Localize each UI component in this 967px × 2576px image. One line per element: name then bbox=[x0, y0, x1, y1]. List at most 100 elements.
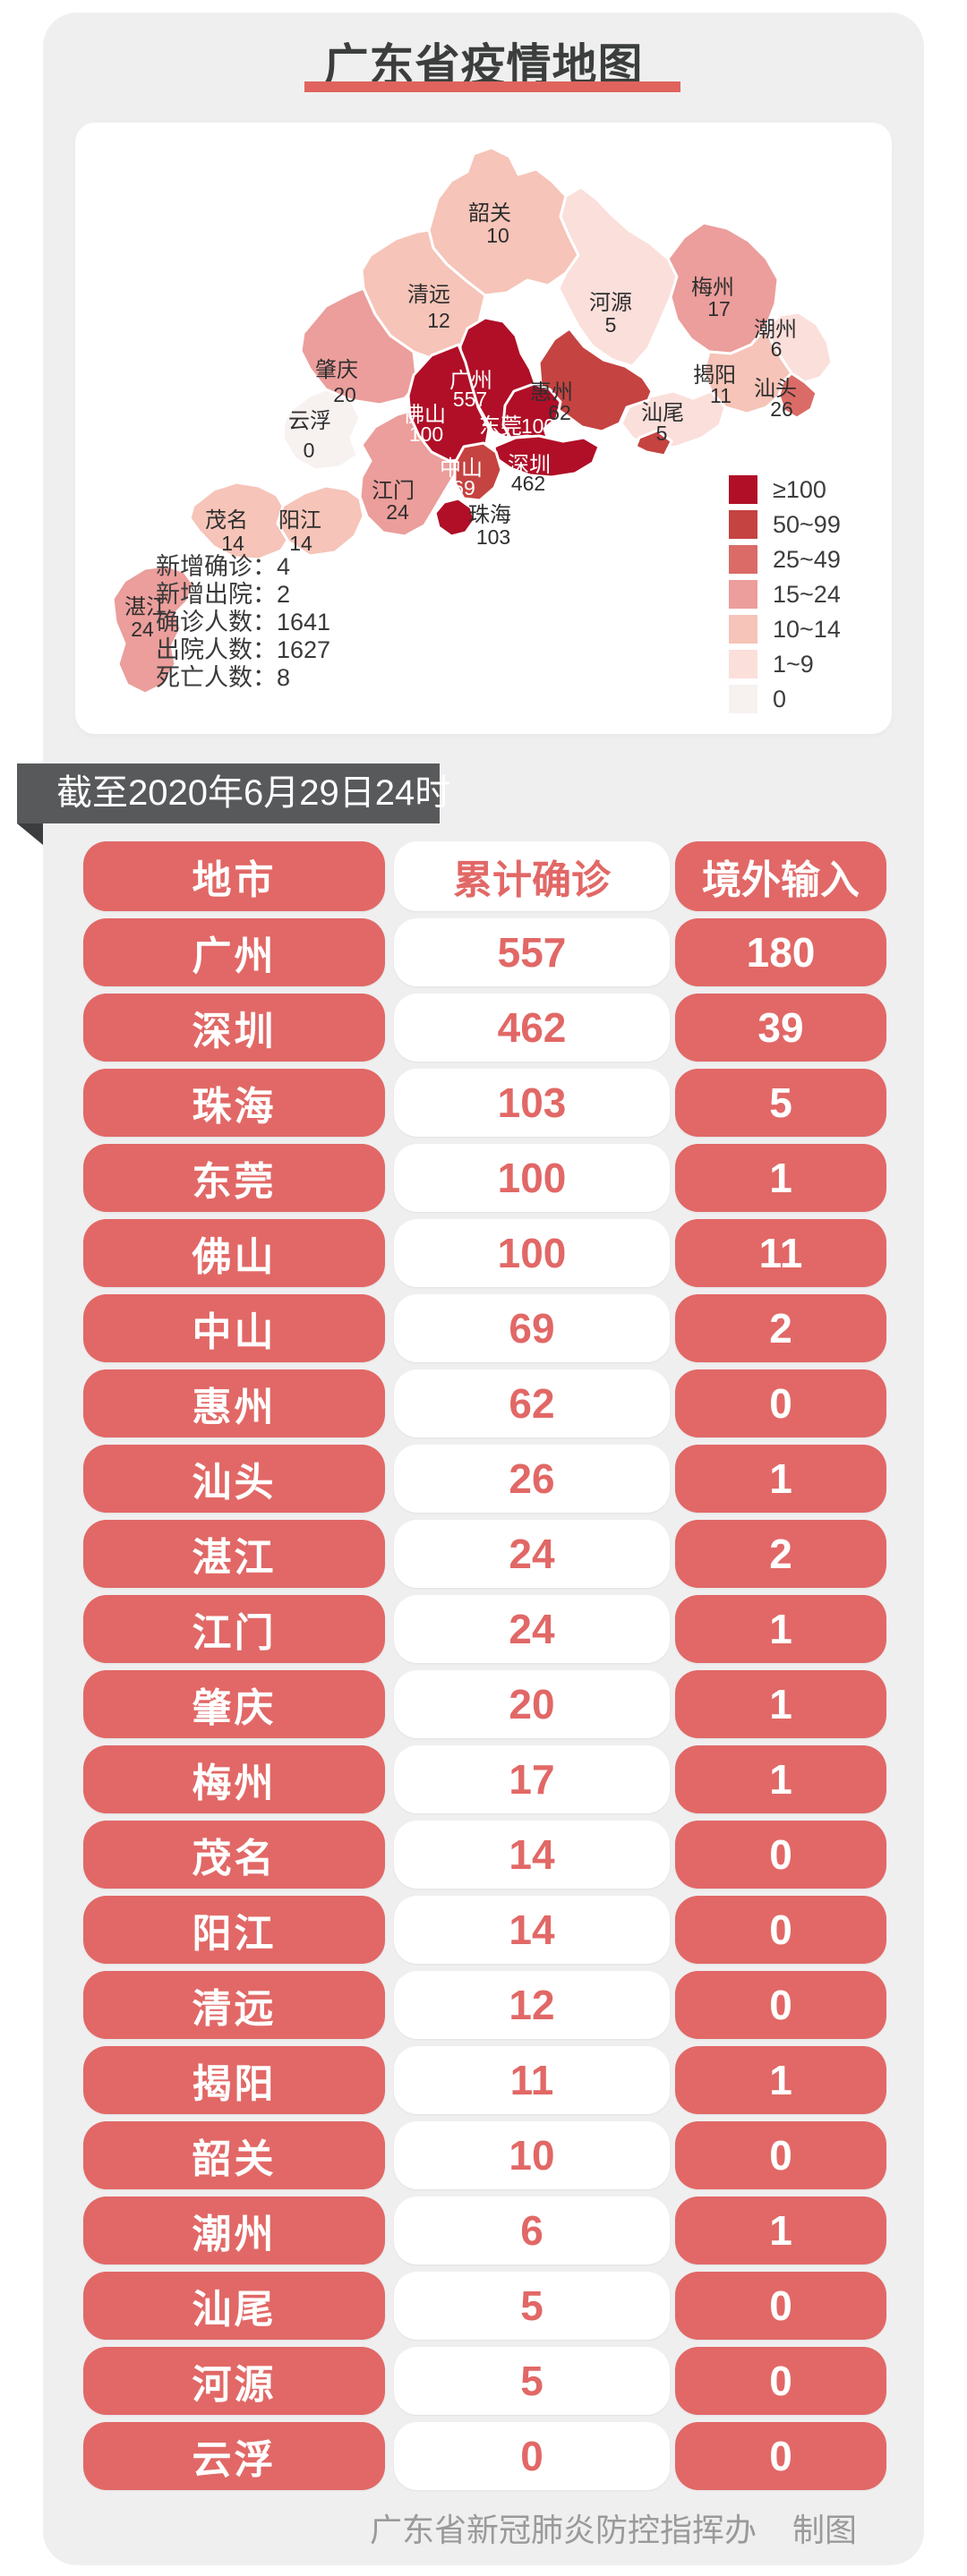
table-cell-confirmed: 69 bbox=[394, 1294, 670, 1362]
title-underline bbox=[304, 81, 680, 92]
map-label-zhaoqing-value: 20 bbox=[333, 383, 356, 406]
legend-label: 50~99 bbox=[773, 510, 841, 538]
table-cell-confirmed: 10 bbox=[394, 2121, 670, 2189]
table-row: 潮州 6 1 bbox=[83, 2196, 886, 2265]
table-cell-city: 河源 bbox=[83, 2347, 385, 2415]
table-row: 揭阳 11 1 bbox=[83, 2046, 886, 2114]
table-cell-confirmed: 24 bbox=[394, 1595, 670, 1663]
map-label-yangjiang-value: 14 bbox=[289, 532, 312, 555]
map-label-zhanjiang-value: 24 bbox=[131, 618, 154, 641]
table-cell-imported: 2 bbox=[675, 1520, 886, 1588]
map-label-dongguan-value: 100 bbox=[521, 414, 555, 438]
map-region-dongguan bbox=[501, 382, 562, 441]
table-row: 清远 12 0 bbox=[83, 1971, 886, 2039]
map-label-jiangmen-value: 24 bbox=[386, 500, 409, 524]
map-region-huizhou bbox=[537, 327, 654, 433]
legend-label: 25~49 bbox=[773, 545, 841, 573]
table-cell-imported: 0 bbox=[675, 2121, 886, 2189]
table-cell-confirmed: 5 bbox=[394, 2347, 670, 2415]
map-legend: ≥100 50~99 25~49 15~24 10~14 1~9 0 bbox=[729, 475, 841, 720]
legend-label: ≥100 bbox=[773, 475, 826, 503]
table-row: 汕尾 5 0 bbox=[83, 2272, 886, 2340]
summary-stats: 新增确诊：4 新增出院：2 确诊人数：1641 出院人数：1627 死亡人数：8 bbox=[156, 553, 330, 692]
table-cell-city: 梅州 bbox=[83, 1745, 385, 1813]
table-cell-city: 中山 bbox=[83, 1294, 385, 1362]
table-cell-confirmed: 11 bbox=[394, 2046, 670, 2114]
map-labels: 广州 557 深圳 462 珠海 103 东莞 100 佛山 100 中山 69… bbox=[124, 201, 797, 641]
map-region-zhanjiang bbox=[111, 564, 195, 695]
stat-line: 新增出院：2 bbox=[156, 581, 330, 609]
stat-value: 1641 bbox=[277, 609, 331, 635]
table-row: 佛山 100 11 bbox=[83, 1219, 886, 1287]
legend-label: 10~14 bbox=[773, 615, 841, 643]
table-row: 中山 69 2 bbox=[83, 1294, 886, 1362]
stat-line: 出院人数：1627 bbox=[156, 636, 330, 664]
map-label-meizhou-value: 17 bbox=[707, 297, 731, 320]
map-card: 广州 557 深圳 462 珠海 103 东莞 100 佛山 100 中山 69… bbox=[75, 123, 892, 734]
stat-label: 新增出院： bbox=[156, 581, 277, 608]
map-region-yangjiang bbox=[276, 484, 365, 558]
table-row: 东莞 100 1 bbox=[83, 1144, 886, 1212]
table-cell-imported: 0 bbox=[675, 1369, 886, 1437]
table-cell-imported: 0 bbox=[675, 2347, 886, 2415]
table-cell-confirmed: 462 bbox=[394, 994, 670, 1062]
stat-label: 确诊人数： bbox=[156, 609, 277, 635]
table-row: 深圳 462 39 bbox=[83, 994, 886, 1062]
table-cell-confirmed: 14 bbox=[394, 1821, 670, 1889]
table-cell-city: 汕头 bbox=[83, 1445, 385, 1513]
map-label-guangzhou-value: 557 bbox=[453, 388, 487, 411]
table-header-imported: 境外输入 bbox=[675, 841, 886, 911]
map-label-huizhou-name: 惠州 bbox=[530, 380, 573, 405]
credit-organization: 广东省新冠肺炎防控指挥办 bbox=[369, 2512, 757, 2548]
table-cell-confirmed: 26 bbox=[394, 1445, 670, 1513]
map-region-shantou bbox=[777, 371, 818, 420]
map-label-shantou-name: 汕头 bbox=[754, 377, 797, 401]
table-cell-imported: 0 bbox=[675, 1896, 886, 1964]
table-cell-city: 阳江 bbox=[83, 1896, 385, 1964]
legend-label: 0 bbox=[773, 685, 787, 712]
table-row: 肇庆 20 1 bbox=[83, 1670, 886, 1738]
map-label-zhongshan-value: 69 bbox=[452, 476, 475, 499]
date-ribbon: 截至2020年6月29日24时 bbox=[17, 763, 450, 823]
table-row: 韶关 10 0 bbox=[83, 2121, 886, 2189]
map-label-huizhou-value: 62 bbox=[548, 401, 571, 424]
table-row: 惠州 62 0 bbox=[83, 1369, 886, 1437]
table-cell-city: 湛江 bbox=[83, 1520, 385, 1588]
legend-color-swatch bbox=[729, 475, 757, 504]
table-cell-confirmed: 62 bbox=[394, 1369, 670, 1437]
table-cell-confirmed: 14 bbox=[394, 1896, 670, 1964]
table-cell-confirmed: 12 bbox=[394, 1971, 670, 2039]
stat-value: 4 bbox=[277, 553, 291, 580]
table-cell-city: 江门 bbox=[83, 1595, 385, 1663]
table-cell-confirmed: 20 bbox=[394, 1670, 670, 1738]
stat-label: 死亡人数： bbox=[156, 664, 277, 691]
table-header-confirmed: 累计确诊 bbox=[394, 841, 670, 911]
table-cell-imported: 1 bbox=[675, 2196, 886, 2265]
table-cell-confirmed: 6 bbox=[394, 2196, 670, 2265]
table-cell-city: 惠州 bbox=[83, 1369, 385, 1437]
table-cell-imported: 1 bbox=[675, 1595, 886, 1663]
map-label-zhaoqing-name: 肇庆 bbox=[315, 358, 358, 382]
table-cell-confirmed: 5 bbox=[394, 2272, 670, 2340]
table-cell-imported: 2 bbox=[675, 1294, 886, 1362]
table-cell-confirmed: 557 bbox=[394, 918, 670, 986]
date-ribbon-fold bbox=[17, 823, 43, 845]
map-label-shaoguan-value: 10 bbox=[486, 224, 509, 247]
table-cell-city: 韶关 bbox=[83, 2121, 385, 2189]
legend-item: 0 bbox=[729, 685, 841, 713]
table-cell-confirmed: 103 bbox=[394, 1069, 670, 1137]
table-cell-city: 东莞 bbox=[83, 1144, 385, 1212]
map-label-shaoguan-name: 韶关 bbox=[468, 201, 511, 226]
legend-item: 15~24 bbox=[729, 580, 841, 609]
map-label-heyuan-value: 5 bbox=[605, 313, 617, 337]
map-label-maoming-name: 茂名 bbox=[205, 508, 248, 533]
map-label-jieyang-name: 揭阳 bbox=[693, 363, 736, 388]
map-label-yangjiang-name: 阳江 bbox=[278, 508, 321, 533]
legend-item: ≥100 bbox=[729, 475, 841, 504]
table-cell-imported: 1 bbox=[675, 1670, 886, 1738]
table-cell-confirmed: 24 bbox=[394, 1520, 670, 1588]
table-row: 汕头 26 1 bbox=[83, 1445, 886, 1513]
stat-label: 出院人数： bbox=[156, 636, 277, 663]
map-label-foshan-value: 100 bbox=[409, 422, 443, 446]
stat-label: 新增确诊： bbox=[156, 553, 277, 580]
